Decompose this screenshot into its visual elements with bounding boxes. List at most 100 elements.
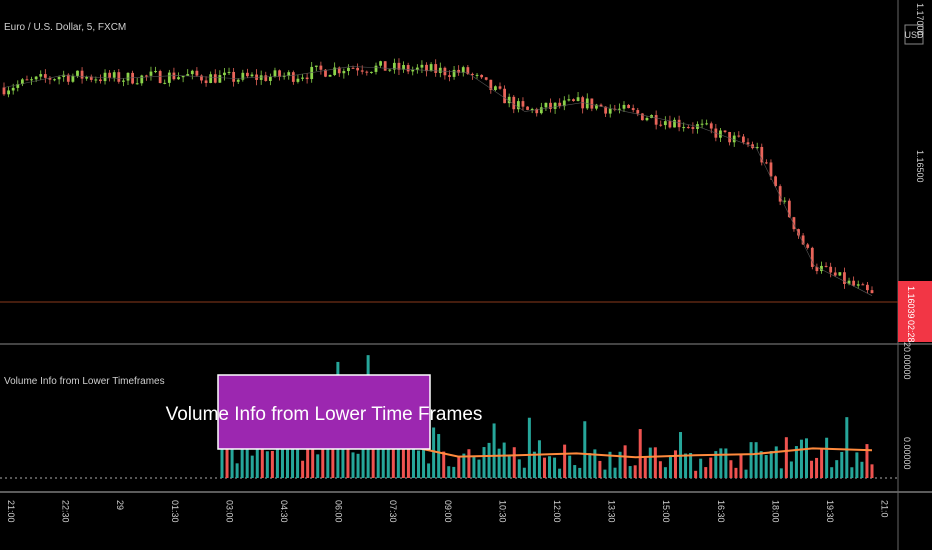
candle-body [787,200,791,218]
candle-body [778,186,782,202]
candle-body [370,71,373,73]
candle-body [668,121,672,128]
candle-body [66,74,70,82]
candle-body [475,74,479,76]
candle-body [618,108,621,110]
candle-body [539,107,543,114]
candle-body [590,98,594,109]
last-price-value: 1.16039 [906,286,916,319]
currency-button-label: USD [904,30,924,40]
candle-body [498,86,502,89]
candle-body [847,280,851,284]
candle-body [268,76,272,81]
candle-body [723,130,727,132]
candle-body [53,79,56,81]
indicator-title[interactable]: Volume Info from Lower Timeframes [4,376,165,387]
candle-body [204,80,208,84]
volume-bar [427,463,431,478]
volume-bar [542,457,546,478]
volume-bar [714,451,718,478]
price-tick-label: 1.17000 [915,3,925,36]
volume-bar [447,466,451,478]
candle-body [319,65,323,70]
time-axis[interactable]: 21:00 22:30 29 01:30 03:00 04:30 06:00 07:30 09:… [6,500,890,523]
candle-body [815,266,819,272]
candle-body [39,74,43,77]
volume-bar [850,467,854,478]
candle-body [117,72,121,82]
candle-body [301,77,304,79]
volume-bar [341,442,345,478]
candle-body [572,99,575,102]
volume-bar [628,466,632,478]
candle-body [62,74,66,77]
price-series [3,66,873,296]
candle-body [154,71,157,73]
candle-body [503,88,506,104]
volume-bar [507,455,511,478]
time-tick-label: 06:00 [334,500,344,523]
volume-bar [583,421,587,478]
candle-body [264,75,268,81]
volume-bar [784,437,788,478]
volume-bar [633,465,637,478]
candle-body [654,115,658,125]
candle-body [659,124,663,126]
candle-body [461,67,465,73]
candle-body [631,108,635,111]
candle-body [356,67,360,71]
volume-bar [291,442,295,478]
time-tick-label: 13:30 [607,500,617,523]
volume-bar [537,440,541,478]
volume-bar [437,434,441,478]
candle-body [737,135,741,137]
volume-bar [275,448,279,478]
volume-bar [820,448,824,478]
candle-body [85,76,89,79]
time-tick-label: 19:30 [825,500,835,523]
time-tick-label: 21:0 [880,500,890,518]
candle-body [310,66,314,80]
volume-bar [663,467,667,478]
candle-body [122,80,125,82]
candle-body [760,146,764,163]
candle-body [783,200,787,202]
candle-body [126,72,130,81]
volume-bar [573,465,577,478]
candle-body [149,71,153,76]
volume-bar [653,447,657,478]
volume-bar [452,466,456,478]
volume-bar [432,427,436,478]
candle-body [429,64,433,72]
time-tick-label: 15:00 [661,500,671,523]
banner-text: Volume Info from Lower Time Frames [166,404,483,425]
symbol-title[interactable]: Euro / U.S. Dollar, 5, FXCM [4,22,126,33]
candle-body [728,131,732,143]
candle-body [705,123,709,125]
candle-body [246,72,249,77]
candle-body [200,75,203,81]
candle-body [709,123,713,129]
time-tick-label: 01:30 [170,500,180,523]
volume-bar [522,467,526,478]
volume-bar [497,448,501,478]
candle-body [20,79,24,85]
volume-bar [759,451,763,478]
candle-body [645,117,649,121]
candle-body [507,96,511,104]
volume-bar [250,455,254,478]
candle-body [181,75,185,78]
candle-body [34,76,38,80]
candle-body [755,146,759,149]
volume-bar [578,467,582,478]
candle-body [535,108,539,114]
volume-bar [623,445,627,478]
currency-button[interactable]: USD [904,24,924,45]
candle-body [742,136,745,143]
candle-body [512,96,516,110]
volume-bar [845,417,849,478]
candle-body [209,74,213,84]
candle-body [383,61,387,71]
candle-body [232,71,236,82]
